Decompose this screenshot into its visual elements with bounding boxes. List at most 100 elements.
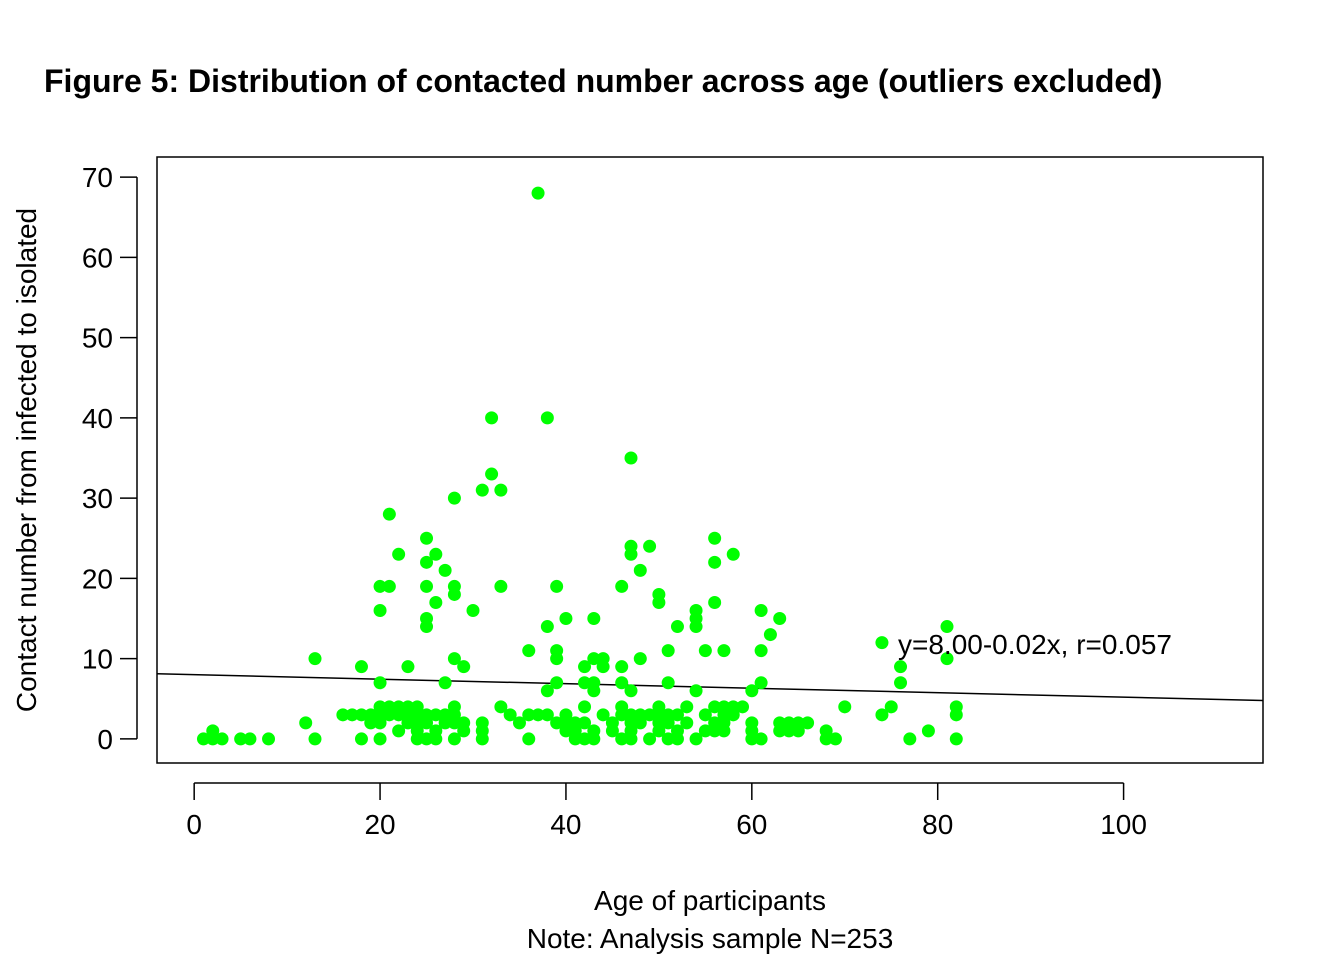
data-point xyxy=(754,603,768,617)
data-point xyxy=(438,716,452,730)
data-point xyxy=(382,507,396,521)
data-point xyxy=(921,724,935,738)
data-point xyxy=(643,708,657,722)
data-point xyxy=(540,684,554,698)
data-point xyxy=(568,732,582,746)
x-tick-label: 40 xyxy=(550,809,581,840)
data-point xyxy=(745,732,759,746)
y-tick-label: 0 xyxy=(97,724,113,755)
data-point xyxy=(828,732,842,746)
data-point xyxy=(503,708,517,722)
data-point xyxy=(494,579,508,593)
data-point xyxy=(540,411,554,425)
data-point xyxy=(299,716,313,730)
data-point xyxy=(773,724,787,738)
data-point xyxy=(726,547,740,561)
data-point xyxy=(624,732,638,746)
y-tick-label: 40 xyxy=(82,403,113,434)
data-point xyxy=(531,186,545,200)
x-tick-label: 80 xyxy=(922,809,953,840)
data-point xyxy=(736,700,750,714)
data-point xyxy=(949,732,963,746)
data-point xyxy=(754,732,768,746)
y-tick-label: 50 xyxy=(82,323,113,354)
data-point xyxy=(466,603,480,617)
data-point xyxy=(392,547,406,561)
data-point xyxy=(429,732,443,746)
data-point xyxy=(578,732,592,746)
data-point xyxy=(717,724,731,738)
data-point xyxy=(624,684,638,698)
y-tick-label: 20 xyxy=(82,563,113,594)
data-point xyxy=(661,732,675,746)
data-point xyxy=(708,724,722,738)
data-point xyxy=(643,539,657,553)
data-point xyxy=(578,676,592,690)
y-axis-label: Contact number from infected to isolated xyxy=(11,208,42,712)
data-point xyxy=(615,579,629,593)
y-tick-label: 10 xyxy=(82,644,113,675)
data-point xyxy=(940,620,954,634)
data-point xyxy=(745,684,759,698)
data-point xyxy=(522,708,536,722)
data-point xyxy=(633,716,647,730)
y-tick-label: 30 xyxy=(82,483,113,514)
data-point xyxy=(354,708,368,722)
data-point xyxy=(875,708,889,722)
data-point xyxy=(447,732,461,746)
data-point xyxy=(494,700,508,714)
plot-frame xyxy=(156,156,1264,764)
data-point xyxy=(578,716,592,730)
data-point xyxy=(559,612,573,626)
data-point xyxy=(670,620,684,634)
data-point xyxy=(457,724,471,738)
data-point xyxy=(708,555,722,569)
data-point xyxy=(652,595,666,609)
data-point xyxy=(447,716,461,730)
data-point xyxy=(447,587,461,601)
data-point xyxy=(791,724,805,738)
data-point xyxy=(373,716,387,730)
data-point xyxy=(485,467,499,481)
data-point xyxy=(773,612,787,626)
data-point xyxy=(494,483,508,497)
regression-annotation: y=8.00-0.02x, r=0.057 xyxy=(898,629,1172,660)
data-point xyxy=(894,676,908,690)
data-point xyxy=(633,652,647,666)
y-tick-label: 60 xyxy=(82,242,113,273)
data-point xyxy=(624,451,638,465)
data-point xyxy=(550,579,564,593)
data-point xyxy=(940,652,954,666)
data-point xyxy=(420,716,434,730)
data-point xyxy=(782,724,796,738)
data-point xyxy=(875,636,889,650)
data-point xyxy=(615,708,629,722)
data-point xyxy=(605,724,619,738)
data-point xyxy=(429,708,443,722)
data-point xyxy=(438,676,452,690)
data-point xyxy=(420,531,434,545)
data-point xyxy=(392,724,406,738)
data-point xyxy=(522,644,536,658)
data-point xyxy=(475,483,489,497)
data-point xyxy=(438,563,452,577)
data-point xyxy=(485,411,499,425)
data-point xyxy=(838,700,852,714)
data-point xyxy=(531,708,545,722)
data-point xyxy=(382,579,396,593)
data-point xyxy=(689,620,703,634)
data-point xyxy=(633,563,647,577)
data-point xyxy=(522,732,536,746)
data-point xyxy=(680,700,694,714)
analysis-note: Note: Analysis sample N=253 xyxy=(527,923,894,954)
data-point xyxy=(661,644,675,658)
data-point xyxy=(420,732,434,746)
data-point xyxy=(559,724,573,738)
data-point xyxy=(420,620,434,634)
data-point xyxy=(373,579,387,593)
data-point xyxy=(308,732,322,746)
data-point xyxy=(643,732,657,746)
data-point xyxy=(354,732,368,746)
x-tick-label: 20 xyxy=(364,809,395,840)
data-point xyxy=(550,716,564,730)
